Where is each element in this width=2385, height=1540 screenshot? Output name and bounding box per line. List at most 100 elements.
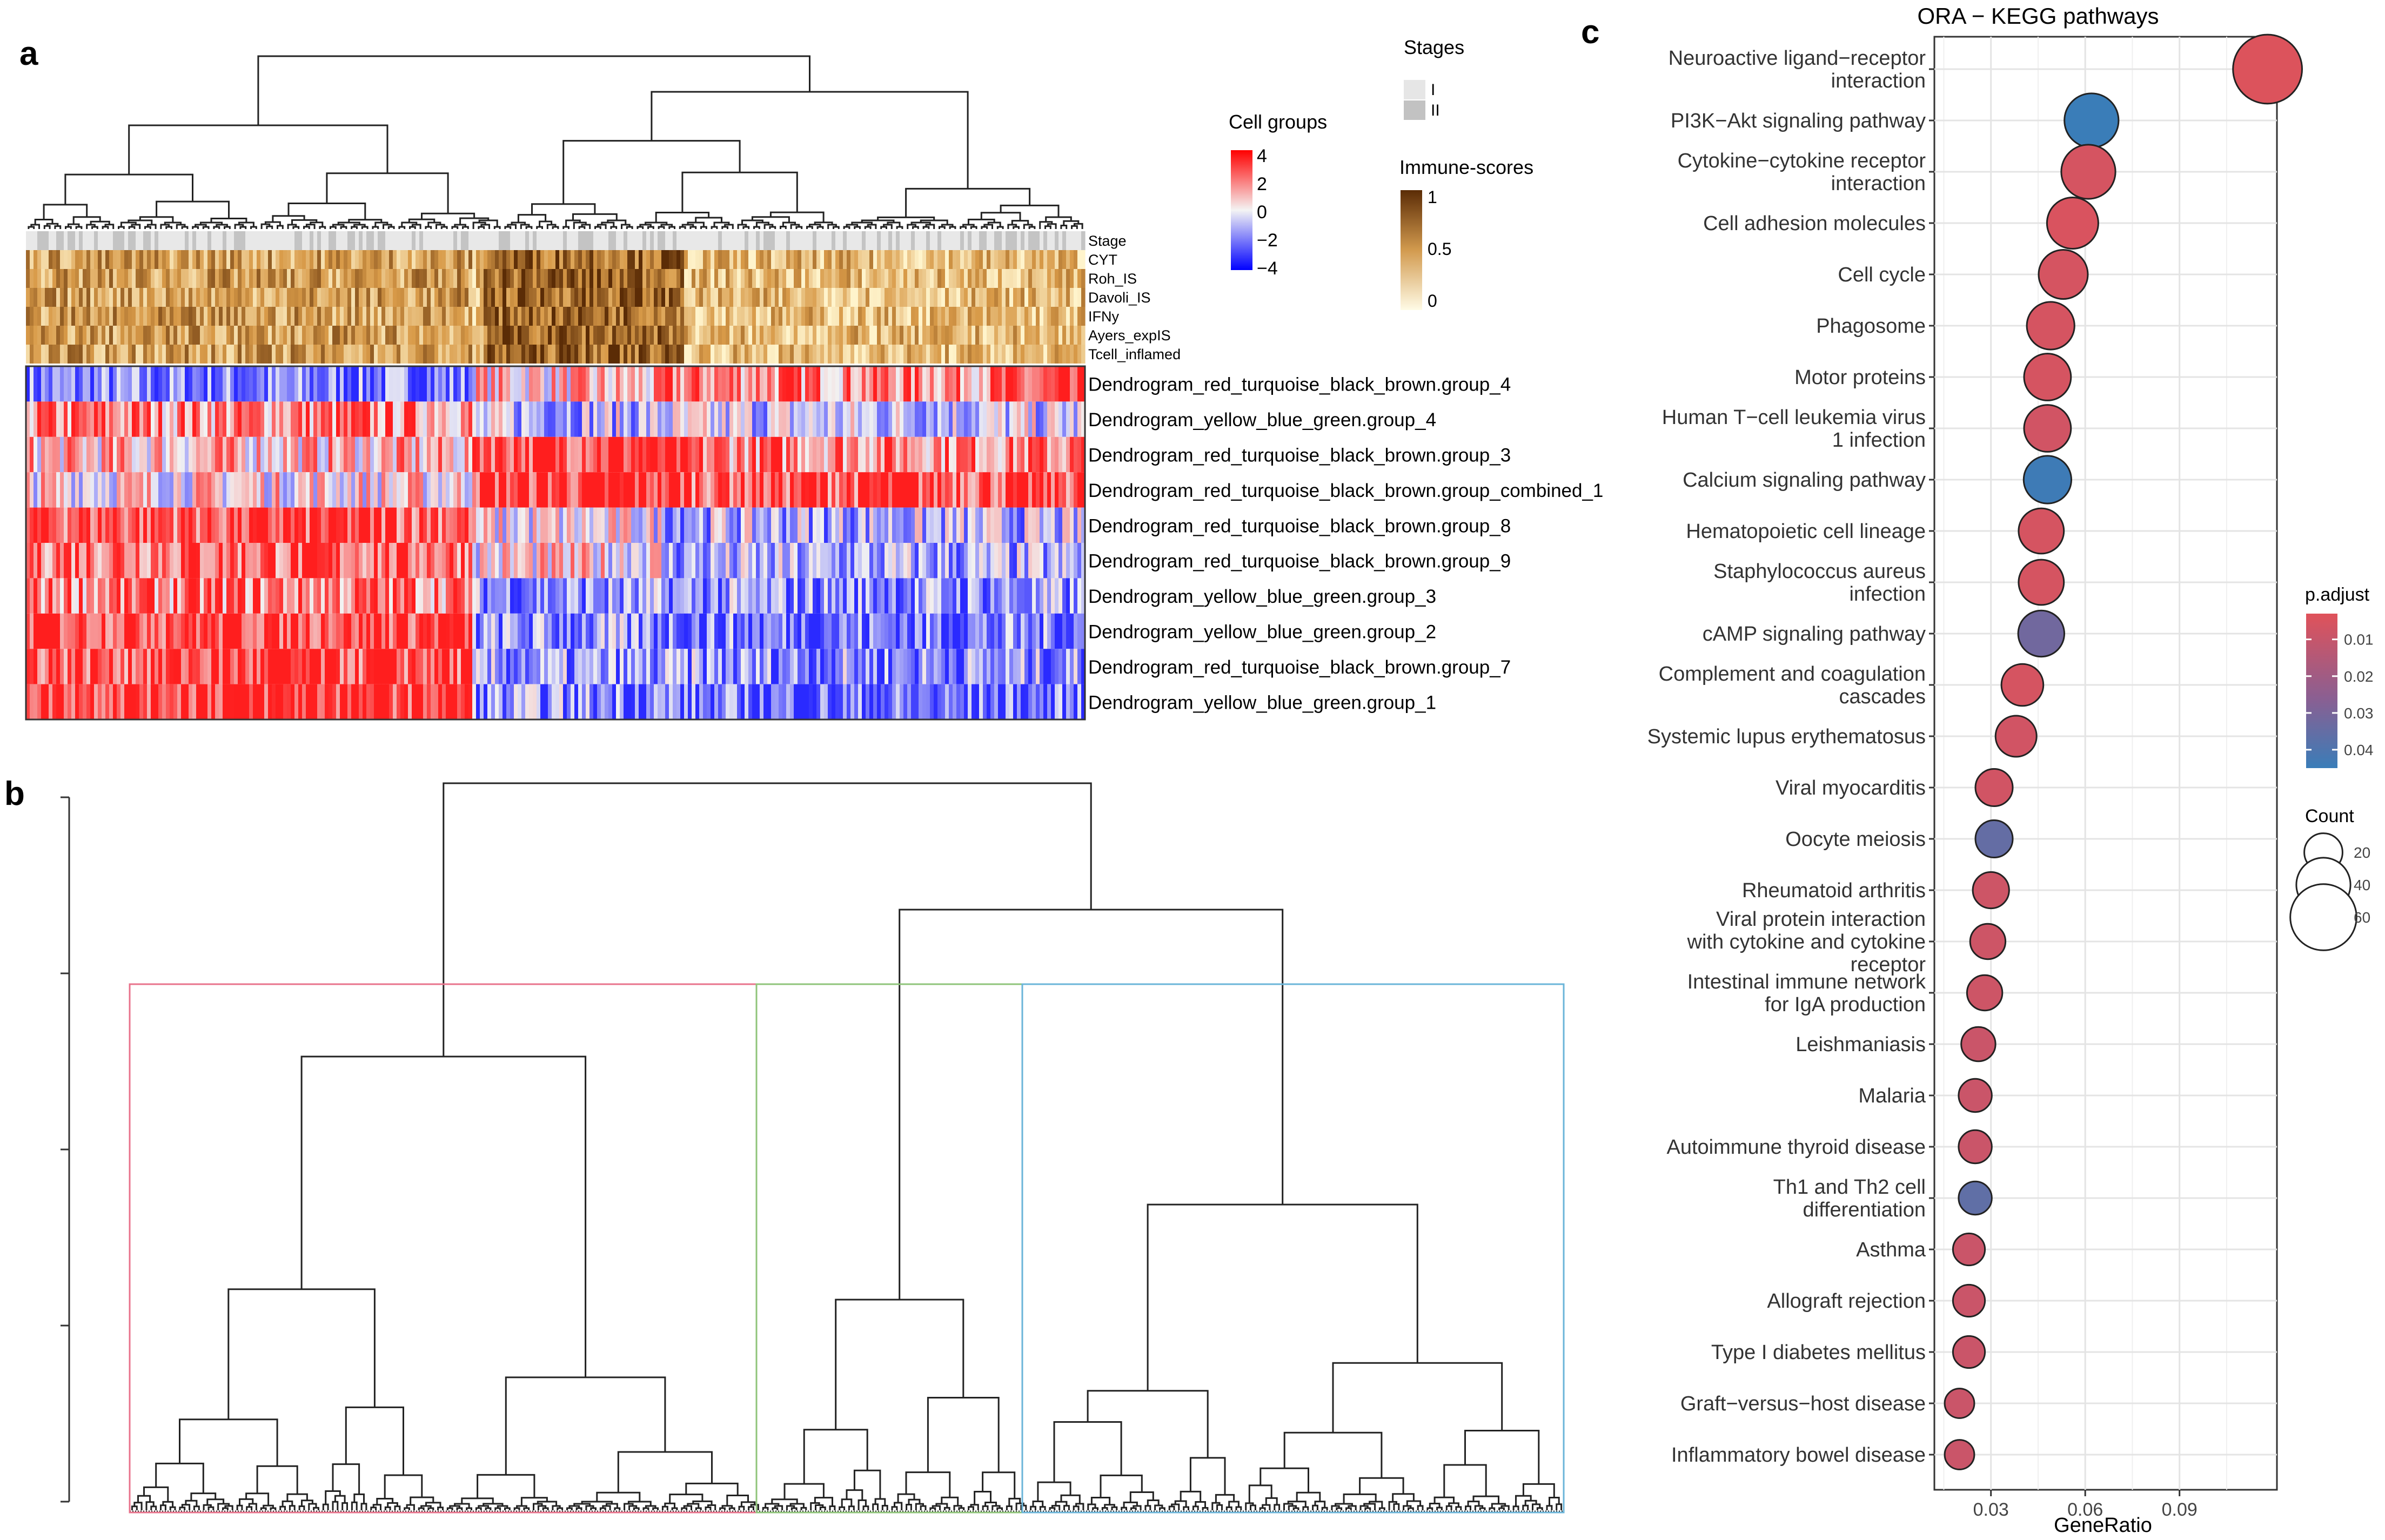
dendrogram-link [1332, 1362, 1503, 1433]
dendrogram-link [769, 226, 776, 229]
dendrogram-link [239, 226, 247, 229]
heatmap-row-label: Dendrogram_yellow_blue_green.group_4 [1088, 409, 1436, 431]
dendrogram-link [1183, 1506, 1189, 1510]
dendrogram-link [202, 226, 210, 229]
legend-immune-tick: 1 [1428, 187, 1437, 207]
pathway-dot [2232, 33, 2303, 105]
dendrogram-link [1071, 225, 1078, 229]
dendrogram-link [1512, 1505, 1519, 1510]
annotation-row-label: Ayers_expIS [1088, 327, 1171, 344]
dendrogram-link [91, 226, 98, 229]
legend-count-label: 20 [2354, 844, 2370, 861]
dendrogram-link [1472, 1495, 1499, 1504]
dendrogram-link [803, 1429, 868, 1484]
dendrogram-link [626, 226, 633, 229]
dendrogram-link [102, 226, 109, 229]
dendrogram-link [1006, 1505, 1013, 1510]
legend-immune-title: Immune-scores [1399, 156, 1533, 178]
dendrogram-link [1408, 1507, 1414, 1510]
dendrogram-link [996, 1507, 1003, 1510]
pathway-dot [1952, 1232, 1986, 1267]
dendrogram-link [738, 1505, 745, 1510]
pathway-dot [1974, 768, 2014, 807]
pathway-dot [1969, 923, 2007, 960]
dendrogram-link [443, 782, 1092, 1057]
dendrogram-link [372, 226, 379, 229]
dendrogram-link [531, 203, 596, 215]
dendrogram-link [404, 1507, 410, 1510]
dendrogram-link [28, 226, 35, 229]
dendrogram-link [795, 226, 803, 229]
dendrogram-link [179, 1507, 186, 1510]
dendrogram-link [668, 226, 675, 229]
pathway-label: Calcium signaling pathway [1683, 469, 1926, 492]
legend-padj-tick-label: 0.03 [2344, 705, 2374, 722]
heatmap-row-label: Dendrogram_red_turquoise_black_brown.gro… [1088, 480, 1603, 501]
dendrogram-link [236, 1504, 243, 1510]
legend-cell-tick: −2 [1257, 230, 1278, 251]
dendrogram-link [319, 226, 326, 229]
dendrogram-link [700, 226, 707, 229]
pathway-label: Autoimmune thyroid disease [1667, 1136, 1926, 1159]
dendrogram-link [1364, 1507, 1371, 1510]
annotation-row-label: Stage [1088, 233, 1127, 249]
dendrogram-link [1522, 1504, 1529, 1510]
dendrogram-link [1259, 1507, 1266, 1510]
pathway-dot [1966, 974, 2004, 1012]
dendrogram-link [661, 1505, 668, 1510]
dendrogram-link [681, 171, 798, 213]
dendrogram-link [1274, 1504, 1281, 1510]
dendrogram-link [617, 1451, 713, 1493]
dendrogram-link [854, 226, 861, 229]
dendrogram-link [1336, 1507, 1343, 1510]
dendrogram-link [565, 219, 581, 227]
dendrogram-link [881, 1505, 888, 1510]
dendrogram-link [819, 1507, 826, 1510]
dendrogram-link [427, 1507, 434, 1510]
pathway-label: Staphylococcus aureus infection [1713, 560, 1926, 606]
dendrogram-link [857, 1499, 867, 1510]
dendrogram-link [658, 226, 665, 229]
dendrogram-link [1111, 1506, 1118, 1510]
x-axis-label: GeneRatio [2054, 1514, 2152, 1537]
dendrogram-link [193, 1505, 200, 1510]
dendrogram-link [250, 226, 257, 229]
dendrogram-link [361, 226, 369, 229]
dendrogram-link [1192, 1505, 1199, 1510]
pathway-dot [2023, 404, 2072, 453]
annotation-row-label: Davoli_IS [1088, 290, 1151, 306]
pathway-dot [1944, 1388, 1975, 1419]
dendrogram-link [982, 1471, 1016, 1499]
dendrogram-link [872, 1503, 879, 1510]
legend-cell-tick: 0 [1257, 202, 1267, 223]
dendrogram-link [610, 226, 618, 229]
dendrogram-link [578, 226, 586, 229]
dendrogram-link [313, 1507, 319, 1510]
legend-cell-tick: −4 [1257, 258, 1278, 279]
legend-stages: Stages I II [1404, 36, 1464, 120]
dendrogram-link [1417, 1505, 1424, 1510]
panel-label-c: c [1581, 14, 1599, 51]
dendrogram-link [1464, 1430, 1540, 1484]
dendrogram-link [1388, 1501, 1397, 1510]
legend-immune-bar [1401, 190, 1422, 310]
dendrogram-link [981, 226, 988, 229]
dendrogram-link [927, 1397, 1000, 1472]
legend-padj-tick-label: 0.01 [2344, 631, 2374, 648]
dendrogram-link [277, 225, 284, 229]
dendrogram-link [485, 1507, 492, 1510]
dendrogram-link [1235, 1506, 1242, 1510]
dendrogram-link [287, 203, 366, 220]
dendrogram-link [982, 1505, 989, 1510]
dendrogram-link [1225, 1506, 1232, 1510]
heatmap-row-label: Dendrogram_red_turquoise_black_brown.gro… [1088, 374, 1511, 395]
dendrogram-link [1312, 1504, 1318, 1510]
pathway-dot [1958, 1129, 1993, 1165]
dendrogram-link [1378, 1507, 1385, 1510]
pathway-label: Inflammatory bowel disease [1671, 1444, 1926, 1467]
pathway-label: Motor proteins [1794, 366, 1926, 389]
heatmap-row-label: Dendrogram_red_turquoise_black_brown.gro… [1088, 657, 1511, 678]
dendrogram-link [835, 1299, 964, 1430]
dendrogram-link [118, 226, 125, 229]
legend-padj: p.adjust 0.01 0.02 0.03 0.04 [2305, 584, 2374, 768]
